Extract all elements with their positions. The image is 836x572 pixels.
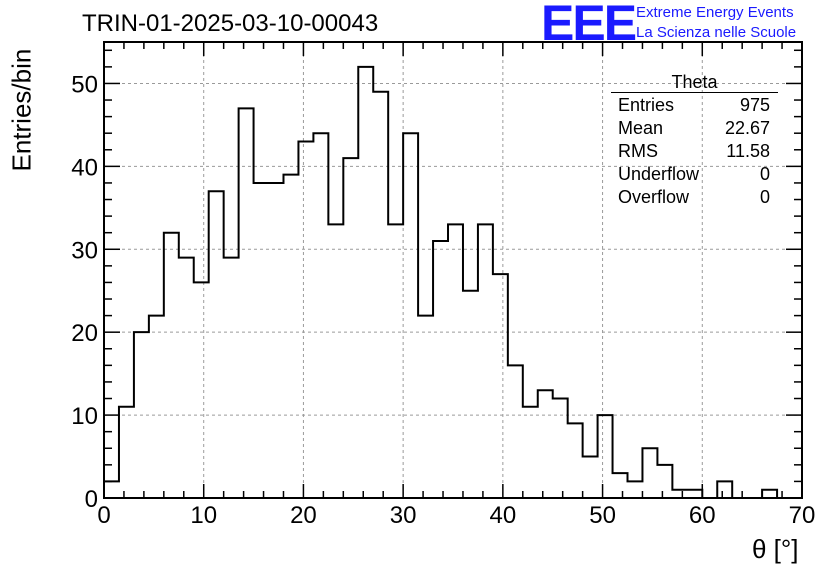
- stats-row-mean: Mean 22.67: [611, 117, 778, 140]
- stats-row-entries: Entries 975: [611, 94, 778, 117]
- x-tick-label: 10: [190, 502, 217, 529]
- histogram-bin: [613, 473, 628, 498]
- histogram-bin: [642, 448, 657, 498]
- histogram-bin: [538, 390, 553, 498]
- histogram-bin: [254, 183, 269, 498]
- stats-label: RMS: [618, 141, 658, 161]
- x-tick-label: 60: [689, 502, 716, 529]
- stats-box-title: Theta: [611, 72, 778, 93]
- y-tick-label: 30: [71, 237, 98, 264]
- x-tick-label: 40: [490, 502, 517, 529]
- histogram-bin: [239, 108, 254, 498]
- stats-box: Theta Entries 975 Mean 22.67 RMS 11.58 U…: [611, 72, 778, 209]
- stats-label: Mean: [618, 118, 664, 138]
- histogram-bin: [388, 224, 403, 498]
- x-tick-label: 70: [789, 502, 816, 529]
- stats-value: 0: [759, 187, 770, 207]
- histogram-bin: [687, 490, 702, 498]
- histogram-bin: [508, 365, 523, 498]
- stats-row-rms: RMS 11.58: [611, 140, 778, 163]
- histogram-bin: [463, 291, 478, 498]
- histogram-bin: [628, 481, 643, 498]
- stats-label: Entries: [618, 95, 675, 115]
- histogram-bin: [553, 399, 568, 498]
- y-tick-label: 50: [71, 71, 98, 98]
- histogram-bin: [209, 191, 224, 498]
- x-axis-label: θ [°]: [752, 534, 799, 564]
- x-tick-label: 30: [390, 502, 417, 529]
- histogram-bin: [717, 481, 732, 498]
- logo-caption-line1: Extreme Energy Events: [636, 4, 794, 21]
- histogram-bin: [104, 481, 119, 498]
- x-tick-label: 20: [290, 502, 317, 529]
- axis-ticks: 0 10 20 30 40 50 60 70 0 10 20 30 40 50: [71, 42, 815, 529]
- chart-title: TRIN-01-2025-03-10-00043: [82, 10, 379, 37]
- histogram-bin: [433, 241, 448, 498]
- histogram-bin: [478, 224, 493, 498]
- stats-value: 0: [759, 164, 770, 184]
- histogram-bin: [283, 175, 298, 498]
- histogram-bin: [328, 224, 343, 498]
- eee-logo: EEE: [541, 0, 637, 51]
- histogram-bin: [269, 183, 284, 498]
- histogram-bin: [523, 407, 538, 498]
- stats-value: 22.67: [724, 118, 770, 138]
- histogram-step-line: [103, 65, 793, 499]
- histogram-bin: [568, 423, 583, 498]
- histogram-bin: [762, 490, 777, 498]
- stats-value: 975: [739, 95, 770, 115]
- logo-caption-line2: La Scienza nelle Scuole: [636, 24, 797, 41]
- histogram-bin: [313, 133, 328, 498]
- histogram-bin: [493, 274, 508, 498]
- histogram-bin: [672, 490, 687, 498]
- grid-lines: [104, 42, 802, 498]
- histogram-bin: [373, 92, 388, 498]
- histogram-bin: [119, 407, 134, 498]
- y-tick-label: 10: [71, 403, 98, 430]
- histogram-bin: [298, 141, 313, 498]
- stats-value: 11.58: [726, 141, 770, 161]
- histogram-bin: [358, 67, 373, 498]
- histogram-bin: [418, 316, 433, 498]
- y-tick-label: 20: [71, 320, 98, 347]
- x-tick-label: 0: [97, 502, 110, 529]
- stats-label: Overflow: [618, 187, 690, 207]
- histogram-bin: [343, 158, 358, 498]
- histogram-bin: [224, 258, 239, 498]
- stats-row-underflow: Underflow 0: [611, 163, 778, 186]
- y-tick-label: 0: [85, 486, 98, 513]
- x-tick-label: 50: [589, 502, 616, 529]
- stats-label: Underflow: [618, 164, 700, 184]
- histogram-bin: [448, 224, 463, 498]
- y-axis-label: Entries/bin: [6, 48, 37, 172]
- histogram-bin: [179, 258, 194, 498]
- histogram-bin: [149, 316, 164, 498]
- histogram-bin: [164, 233, 179, 498]
- stats-row-overflow: Overflow 0: [611, 186, 778, 209]
- histogram-bin: [194, 282, 209, 498]
- histogram-bin: [598, 415, 613, 498]
- y-tick-label: 40: [71, 154, 98, 181]
- histogram-bin: [403, 133, 418, 498]
- histogram-bin: [583, 457, 598, 498]
- plot-frame: [103, 41, 803, 499]
- histogram-bin: [134, 332, 149, 498]
- histogram-bin: [657, 465, 672, 498]
